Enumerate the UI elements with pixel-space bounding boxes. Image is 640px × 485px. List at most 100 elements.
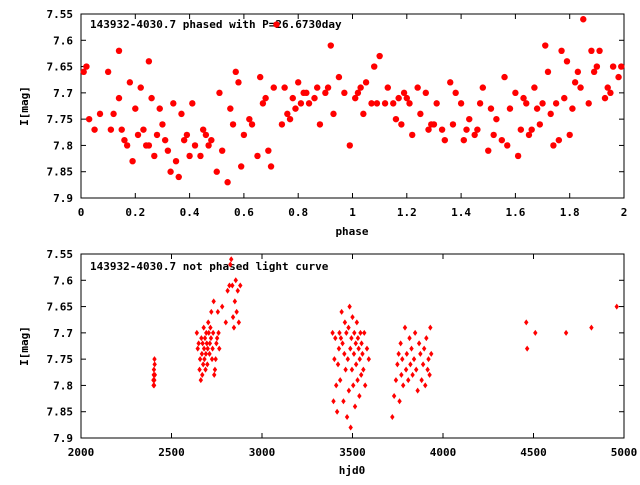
unphased-data-point xyxy=(208,335,214,342)
phased-axis-ticks: 0 0.2 0.4 0.6 0.8 1 1.2 1.4 1.6 1.8 2 7.55 7.6 7.65 7.… xyxy=(47,8,628,219)
unphased-data-point xyxy=(419,377,424,384)
phased-data-point xyxy=(273,21,280,28)
phased-data-point xyxy=(555,136,563,144)
unphased-data-point xyxy=(234,308,239,315)
unphased-x-tick-label: 2500 xyxy=(158,446,185,459)
phased-data-point xyxy=(159,121,166,128)
unphased-data-point xyxy=(199,350,205,357)
phased-data-point xyxy=(183,131,191,139)
unphased-data-point xyxy=(151,366,157,373)
unphased-axis-ticks: 2000 2500 3000 3500 4000 4500 5000 7.55 7.6 7.65 7… xyxy=(47,248,638,459)
phased-data-point xyxy=(305,100,313,107)
unphased-data-point xyxy=(232,298,238,305)
phased-data-point xyxy=(278,121,286,128)
phased-y-tick-label: 7.7 xyxy=(53,87,73,100)
unphased-data-point xyxy=(390,413,395,420)
phased-data-point xyxy=(346,142,353,149)
unphased-data-point xyxy=(200,371,205,378)
phased-data-point xyxy=(463,126,470,133)
phased-data-point xyxy=(485,147,492,154)
unphased-data-point xyxy=(428,324,433,331)
unphased-data-point xyxy=(533,329,538,336)
unphased-data-point xyxy=(416,340,422,347)
unphased-data-point xyxy=(563,329,569,336)
phased-data-point xyxy=(618,63,625,70)
unphased-data-point xyxy=(352,403,358,410)
phased-data-point xyxy=(227,105,234,112)
phased-data-point xyxy=(180,136,188,144)
unphased-data-point xyxy=(206,329,211,336)
unphased-data-point xyxy=(396,350,401,357)
phased-x-tick-label: 0.6 xyxy=(234,206,254,219)
phased-data-point xyxy=(126,79,134,86)
unphased-data-point xyxy=(230,314,236,321)
phased-data-point xyxy=(259,100,267,107)
unphased-data-point xyxy=(199,335,204,342)
phased-data-point xyxy=(585,100,592,107)
unphased-data-point xyxy=(231,324,237,331)
unphased-data-point xyxy=(355,335,361,342)
unphased-data-point xyxy=(364,345,370,352)
phased-data-point xyxy=(601,94,609,102)
phased-data-point xyxy=(352,94,359,102)
phased-data-point xyxy=(107,126,115,133)
phased-data-point xyxy=(172,158,180,165)
phased-data-point xyxy=(504,142,511,149)
phased-data-point xyxy=(191,142,199,149)
phased-data-point xyxy=(607,89,614,97)
phased-data-point xyxy=(376,52,383,60)
unphased-data-point xyxy=(349,366,355,373)
unphased-data-point xyxy=(233,277,238,284)
unphased-data-point xyxy=(391,392,397,399)
unphased-data-point xyxy=(402,324,408,331)
phased-data-point xyxy=(248,121,256,128)
phased-data-point xyxy=(240,131,248,139)
phased-data-point xyxy=(425,126,432,133)
phased-data-point xyxy=(270,84,277,91)
unphased-data-point xyxy=(427,371,432,378)
unphased-data-point xyxy=(198,377,204,384)
phased-data-point xyxy=(316,121,324,128)
phased-data-point xyxy=(441,136,449,144)
unphased-data-point xyxy=(340,340,345,347)
phased-y-tick-label: 7.55 xyxy=(47,8,74,21)
unphased-data-point xyxy=(393,377,399,384)
unphased-data-point xyxy=(151,382,157,389)
phased-data-point xyxy=(322,89,329,97)
phased-data-point xyxy=(151,152,158,160)
unphased-y-tick-label: 7.8 xyxy=(53,379,73,392)
unphased-data-point xyxy=(348,424,353,431)
phased-data-point xyxy=(563,58,571,65)
phased-data-point xyxy=(311,94,318,102)
unphased-data-point xyxy=(212,366,218,373)
phased-data-point xyxy=(409,131,416,139)
phased-data-point xyxy=(514,152,522,160)
phased-data-point xyxy=(395,94,402,102)
unphased-data-points xyxy=(151,256,619,431)
unphased-data-point xyxy=(338,335,344,342)
phased-y-axis-label: I[mag] xyxy=(18,86,31,126)
unphased-x-tick-label: 4000 xyxy=(430,446,457,459)
unphased-data-point xyxy=(352,329,357,336)
phased-data-point xyxy=(91,126,98,133)
unphased-y-tick-label: 7.7 xyxy=(53,327,73,340)
unphased-data-point xyxy=(424,335,429,342)
unphased-data-point xyxy=(418,350,423,357)
phased-data-point xyxy=(390,100,397,107)
phased-data-point xyxy=(164,147,172,154)
phased-data-point xyxy=(140,126,147,133)
phased-data-point xyxy=(571,79,579,86)
unphased-data-point xyxy=(341,398,346,405)
unphased-data-point xyxy=(206,319,211,326)
unphased-data-point xyxy=(406,377,411,384)
phased-data-point xyxy=(577,84,584,91)
phased-data-point xyxy=(265,147,272,154)
unphased-data-point xyxy=(346,324,351,331)
unphased-data-point xyxy=(236,319,242,326)
unphased-data-point xyxy=(343,366,348,373)
unphased-data-point xyxy=(353,361,359,368)
phased-y-tick-label: 7.75 xyxy=(47,113,74,126)
unphased-y-tick-label: 7.75 xyxy=(47,353,74,366)
phased-data-point xyxy=(596,47,603,54)
